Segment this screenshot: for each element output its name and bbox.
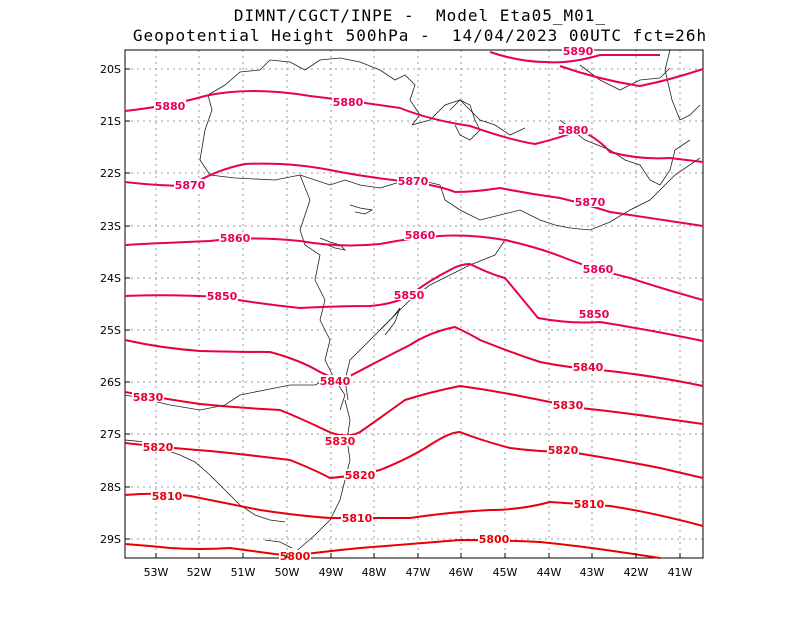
contour-line-5810	[124, 492, 704, 527]
contour-label-5880: 5880	[558, 124, 589, 137]
lat-label: 25S	[100, 324, 121, 337]
contour-label-5830: 5830	[553, 399, 584, 412]
contour-line-5840	[124, 325, 704, 387]
contour-label-5800: 5800	[479, 533, 510, 546]
lon-label: 50W	[275, 566, 300, 579]
contour-line-5830	[124, 384, 704, 437]
geopotential-contours	[124, 51, 704, 559]
lat-label: 23S	[100, 220, 121, 233]
contour-label-5860: 5860	[405, 229, 436, 242]
contour-label-5840: 5840	[320, 375, 351, 388]
lon-label: 46W	[449, 566, 474, 579]
contour-label-5810: 5810	[152, 490, 183, 503]
contour-label-5820: 5820	[143, 441, 174, 454]
contour-label-5860: 5860	[220, 232, 251, 245]
contour-label-5870: 5870	[398, 175, 429, 188]
contour-line-5800	[124, 538, 661, 559]
contour-label-5850: 5850	[207, 290, 238, 303]
lat-label: 20S	[100, 63, 121, 76]
map-title-line2: Geopotential Height 500hPa - 14/04/2023 …	[132, 26, 708, 45]
contour-line-5820	[124, 430, 704, 480]
contour-label-5830: 5830	[325, 435, 356, 448]
lon-label: 45W	[493, 566, 518, 579]
lat-label: 26S	[100, 376, 121, 389]
lon-label: 41W	[668, 566, 693, 579]
contour-label-5880: 5880	[155, 100, 186, 113]
lat-label: 21S	[100, 115, 121, 128]
contour-line-5850	[124, 262, 704, 342]
lon-label: 52W	[187, 566, 212, 579]
coastline-and-borders	[124, 49, 701, 561]
contour-label-5870: 5870	[575, 196, 606, 209]
contour-label-5820: 5820	[548, 444, 579, 457]
plot-frame	[124, 49, 704, 559]
contour-label-5850: 5850	[394, 289, 425, 302]
contour-label-5810: 5810	[574, 498, 605, 511]
lat-label: 22S	[100, 167, 121, 180]
contour-label-5830: 5830	[133, 391, 164, 404]
contour-label-5800: 5800	[280, 550, 311, 563]
lon-label: 42W	[624, 566, 649, 579]
lat-label: 28S	[100, 481, 121, 494]
contour-label-5870: 5870	[175, 179, 206, 192]
lat-label: 29S	[100, 533, 121, 546]
lon-label: 53W	[144, 566, 169, 579]
contour-label-5890: 5890	[563, 45, 594, 58]
contour-label-5840: 5840	[573, 361, 604, 374]
contour-label-5810: 5810	[342, 512, 373, 525]
contour-line-5890	[489, 51, 660, 64]
longitude-axis-labels: 53W 52W 51W 50W 49W 48W 47W 46W 45W 44W 43W 42W 41W	[144, 553, 693, 579]
lon-label: 44W	[537, 566, 562, 579]
lon-label: 47W	[406, 566, 431, 579]
lon-label: 48W	[362, 566, 387, 579]
lon-label: 43W	[580, 566, 605, 579]
lat-label: 24S	[100, 272, 121, 285]
latitude-axis-labels: 20S 21S 22S 23S 24S 25S 26S 27S 28S 29S	[100, 63, 130, 546]
contour-label-5850: 5850	[579, 308, 610, 321]
contour-line-5880	[559, 65, 704, 88]
lon-label: 49W	[319, 566, 344, 579]
contour-label-5860: 5860	[583, 263, 614, 276]
contour-labels: 5890 5880 5880 5880 5870 5870 5870 5860 5860 5860…	[132, 45, 614, 563]
contour-label-5820: 5820	[345, 469, 376, 482]
contour-line-5880	[124, 90, 704, 163]
lon-label: 51W	[231, 566, 256, 579]
lat-label: 27S	[100, 428, 121, 441]
gridlines	[125, 50, 703, 558]
contour-label-5880: 5880	[333, 96, 364, 109]
map-title-line1: DIMNT/CGCT/INPE - Model Eta05_M01_	[233, 6, 607, 25]
